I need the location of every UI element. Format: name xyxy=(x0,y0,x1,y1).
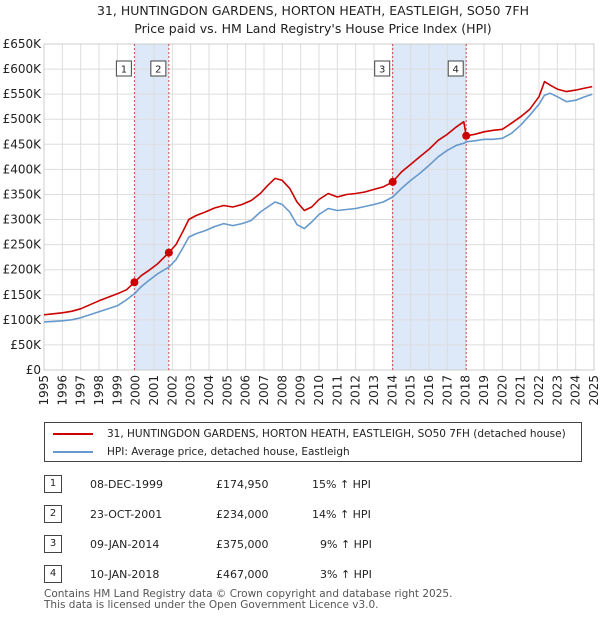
price-chart: 31, HUNTINGDON GARDENS, HORTON HEATH, EA… xyxy=(3,3,600,406)
sale-price: £234,000 xyxy=(216,508,269,521)
sale-label-box xyxy=(447,60,464,77)
sale-markers: 1 2 3 4 xyxy=(115,60,471,287)
x-tick-label: 2020 xyxy=(495,375,509,406)
sale-number-badge: 4 xyxy=(44,565,62,583)
sale-label-text: 4 xyxy=(453,65,459,76)
x-tick-label: 2023 xyxy=(550,375,564,406)
x-tick-label: 1997 xyxy=(74,375,88,406)
sale-date: 10-JAN-2018 xyxy=(90,568,160,581)
sale-price: £467,000 xyxy=(216,568,269,581)
table-row: 1 08-DEC-1999 £174,950 15% ↑ HPI xyxy=(44,475,444,495)
sale-hpi-diff: 14% ↑ HPI xyxy=(312,508,371,521)
sale-label-text: 2 xyxy=(155,65,161,76)
x-tick-label: 2005 xyxy=(220,375,234,406)
sale-label-text: 3 xyxy=(379,65,385,76)
sale-hpi-diff: 15% ↑ HPI xyxy=(312,478,371,491)
y-tick-label: £450K xyxy=(3,137,43,151)
legend: 31, HUNTINGDON GARDENS, HORTON HEATH, EA… xyxy=(44,422,582,462)
legend-hpi-label: HPI: Average price, detached house, East… xyxy=(107,446,350,458)
sale-number-badge: 1 xyxy=(44,475,62,493)
hpi-line-swatch xyxy=(53,451,93,453)
sale-label-box xyxy=(150,60,167,77)
sale-hpi-diff: 9% ↑ HPI xyxy=(320,538,372,551)
y-tick-label: £650K xyxy=(3,37,43,51)
x-tick-label: 2007 xyxy=(257,375,271,406)
sale-label-box xyxy=(374,60,391,77)
y-tick-label: £500K xyxy=(3,112,43,126)
y-tick-label: £550K xyxy=(3,87,43,101)
chart-title-line2: Price paid vs. HM Land Registry's House … xyxy=(134,21,491,36)
x-tick-label: 2015 xyxy=(404,375,418,406)
footer: Contains HM Land Registry data © Crown c… xyxy=(44,589,452,611)
table-row: 3 09-JAN-2014 £375,000 9% ↑ HPI xyxy=(44,535,444,555)
sale-date: 23-OCT-2001 xyxy=(90,508,163,521)
sale-point xyxy=(164,248,173,257)
x-tick-label: 2024 xyxy=(569,375,583,406)
sale-number-badge: 3 xyxy=(44,535,62,553)
sale-point xyxy=(462,131,471,140)
grid-lines xyxy=(43,43,595,371)
x-tick-label: 2018 xyxy=(459,375,473,406)
y-tick-label: £250K xyxy=(3,238,43,252)
x-tick-label: 2025 xyxy=(587,375,600,406)
x-tick-label: 2012 xyxy=(349,375,363,406)
x-tick-label: 2014 xyxy=(385,375,399,406)
sale-hpi-diff: 3% ↑ HPI xyxy=(320,568,372,581)
legend-item-hpi: HPI: Average price, detached house, East… xyxy=(53,443,350,461)
property-line-swatch xyxy=(53,433,93,435)
x-tick-label: 2010 xyxy=(312,375,326,406)
y-tick-label: £0 xyxy=(26,363,41,377)
sale-label-text: 1 xyxy=(121,65,127,76)
y-tick-label: £150K xyxy=(3,288,43,302)
table-row: 4 10-JAN-2018 £467,000 3% ↑ HPI xyxy=(44,565,444,585)
x-tick-label: 2019 xyxy=(477,375,491,406)
x-tick-label: 2000 xyxy=(129,375,143,406)
x-tick-label: 2001 xyxy=(147,375,161,406)
table-row: 2 23-OCT-2001 £234,000 14% ↑ HPI xyxy=(44,505,444,525)
y-tick-label: £350K xyxy=(3,187,43,201)
x-tick-label: 2017 xyxy=(440,375,454,406)
axes: £0 £50K £100K £150K £200K £250K £300K £350K £400… xyxy=(3,37,600,406)
shaded-period xyxy=(134,44,169,370)
x-tick-label: 2022 xyxy=(532,375,546,406)
x-tick-label: 2016 xyxy=(422,375,436,406)
sale-date: 08-DEC-1999 xyxy=(90,478,164,491)
hpi-line xyxy=(43,92,593,323)
sale-label-box xyxy=(115,60,132,77)
sale-price: £375,000 xyxy=(216,538,269,551)
x-tick-label: 2002 xyxy=(165,375,179,406)
x-tick-label: 1995 xyxy=(37,375,51,406)
plot-area-border xyxy=(43,43,595,371)
x-tick-label: 2021 xyxy=(514,375,528,406)
legend-item-property: 31, HUNTINGDON GARDENS, HORTON HEATH, EA… xyxy=(53,425,566,443)
y-tick-label: £300K xyxy=(3,213,43,227)
x-tick-label: 2013 xyxy=(367,375,381,406)
x-tick-label: 2011 xyxy=(330,375,344,406)
series-lines xyxy=(43,80,593,323)
y-tick-label: £400K xyxy=(3,162,43,176)
x-tick-label: 1996 xyxy=(55,375,69,406)
chart-title-line1: 31, HUNTINGDON GARDENS, HORTON HEATH, EA… xyxy=(97,3,529,18)
property-price-line xyxy=(43,80,593,316)
x-tick-label: 1998 xyxy=(92,375,106,406)
x-tick-label: 2004 xyxy=(202,375,216,406)
x-tick-label: 1999 xyxy=(110,375,124,406)
y-tick-label: £600K xyxy=(3,62,43,76)
x-tick-label: 2009 xyxy=(294,375,308,406)
footer-licence: This data is licensed under the Open Gov… xyxy=(44,599,379,611)
sale-point xyxy=(130,278,139,287)
legend-property-label: 31, HUNTINGDON GARDENS, HORTON HEATH, EA… xyxy=(107,428,566,440)
x-tick-label: 2008 xyxy=(275,375,289,406)
footer-copyright: Contains HM Land Registry data © Crown c… xyxy=(44,588,453,600)
y-tick-label: £50K xyxy=(10,338,42,352)
sale-point xyxy=(388,177,397,186)
sale-number-badge: 2 xyxy=(44,505,62,523)
sale-price: £174,950 xyxy=(216,478,269,491)
y-tick-label: £100K xyxy=(3,313,43,327)
x-tick-label: 2003 xyxy=(184,375,198,406)
sale-date: 09-JAN-2014 xyxy=(90,538,160,551)
x-tick-label: 2006 xyxy=(239,375,253,406)
y-tick-label: £200K xyxy=(3,263,43,277)
